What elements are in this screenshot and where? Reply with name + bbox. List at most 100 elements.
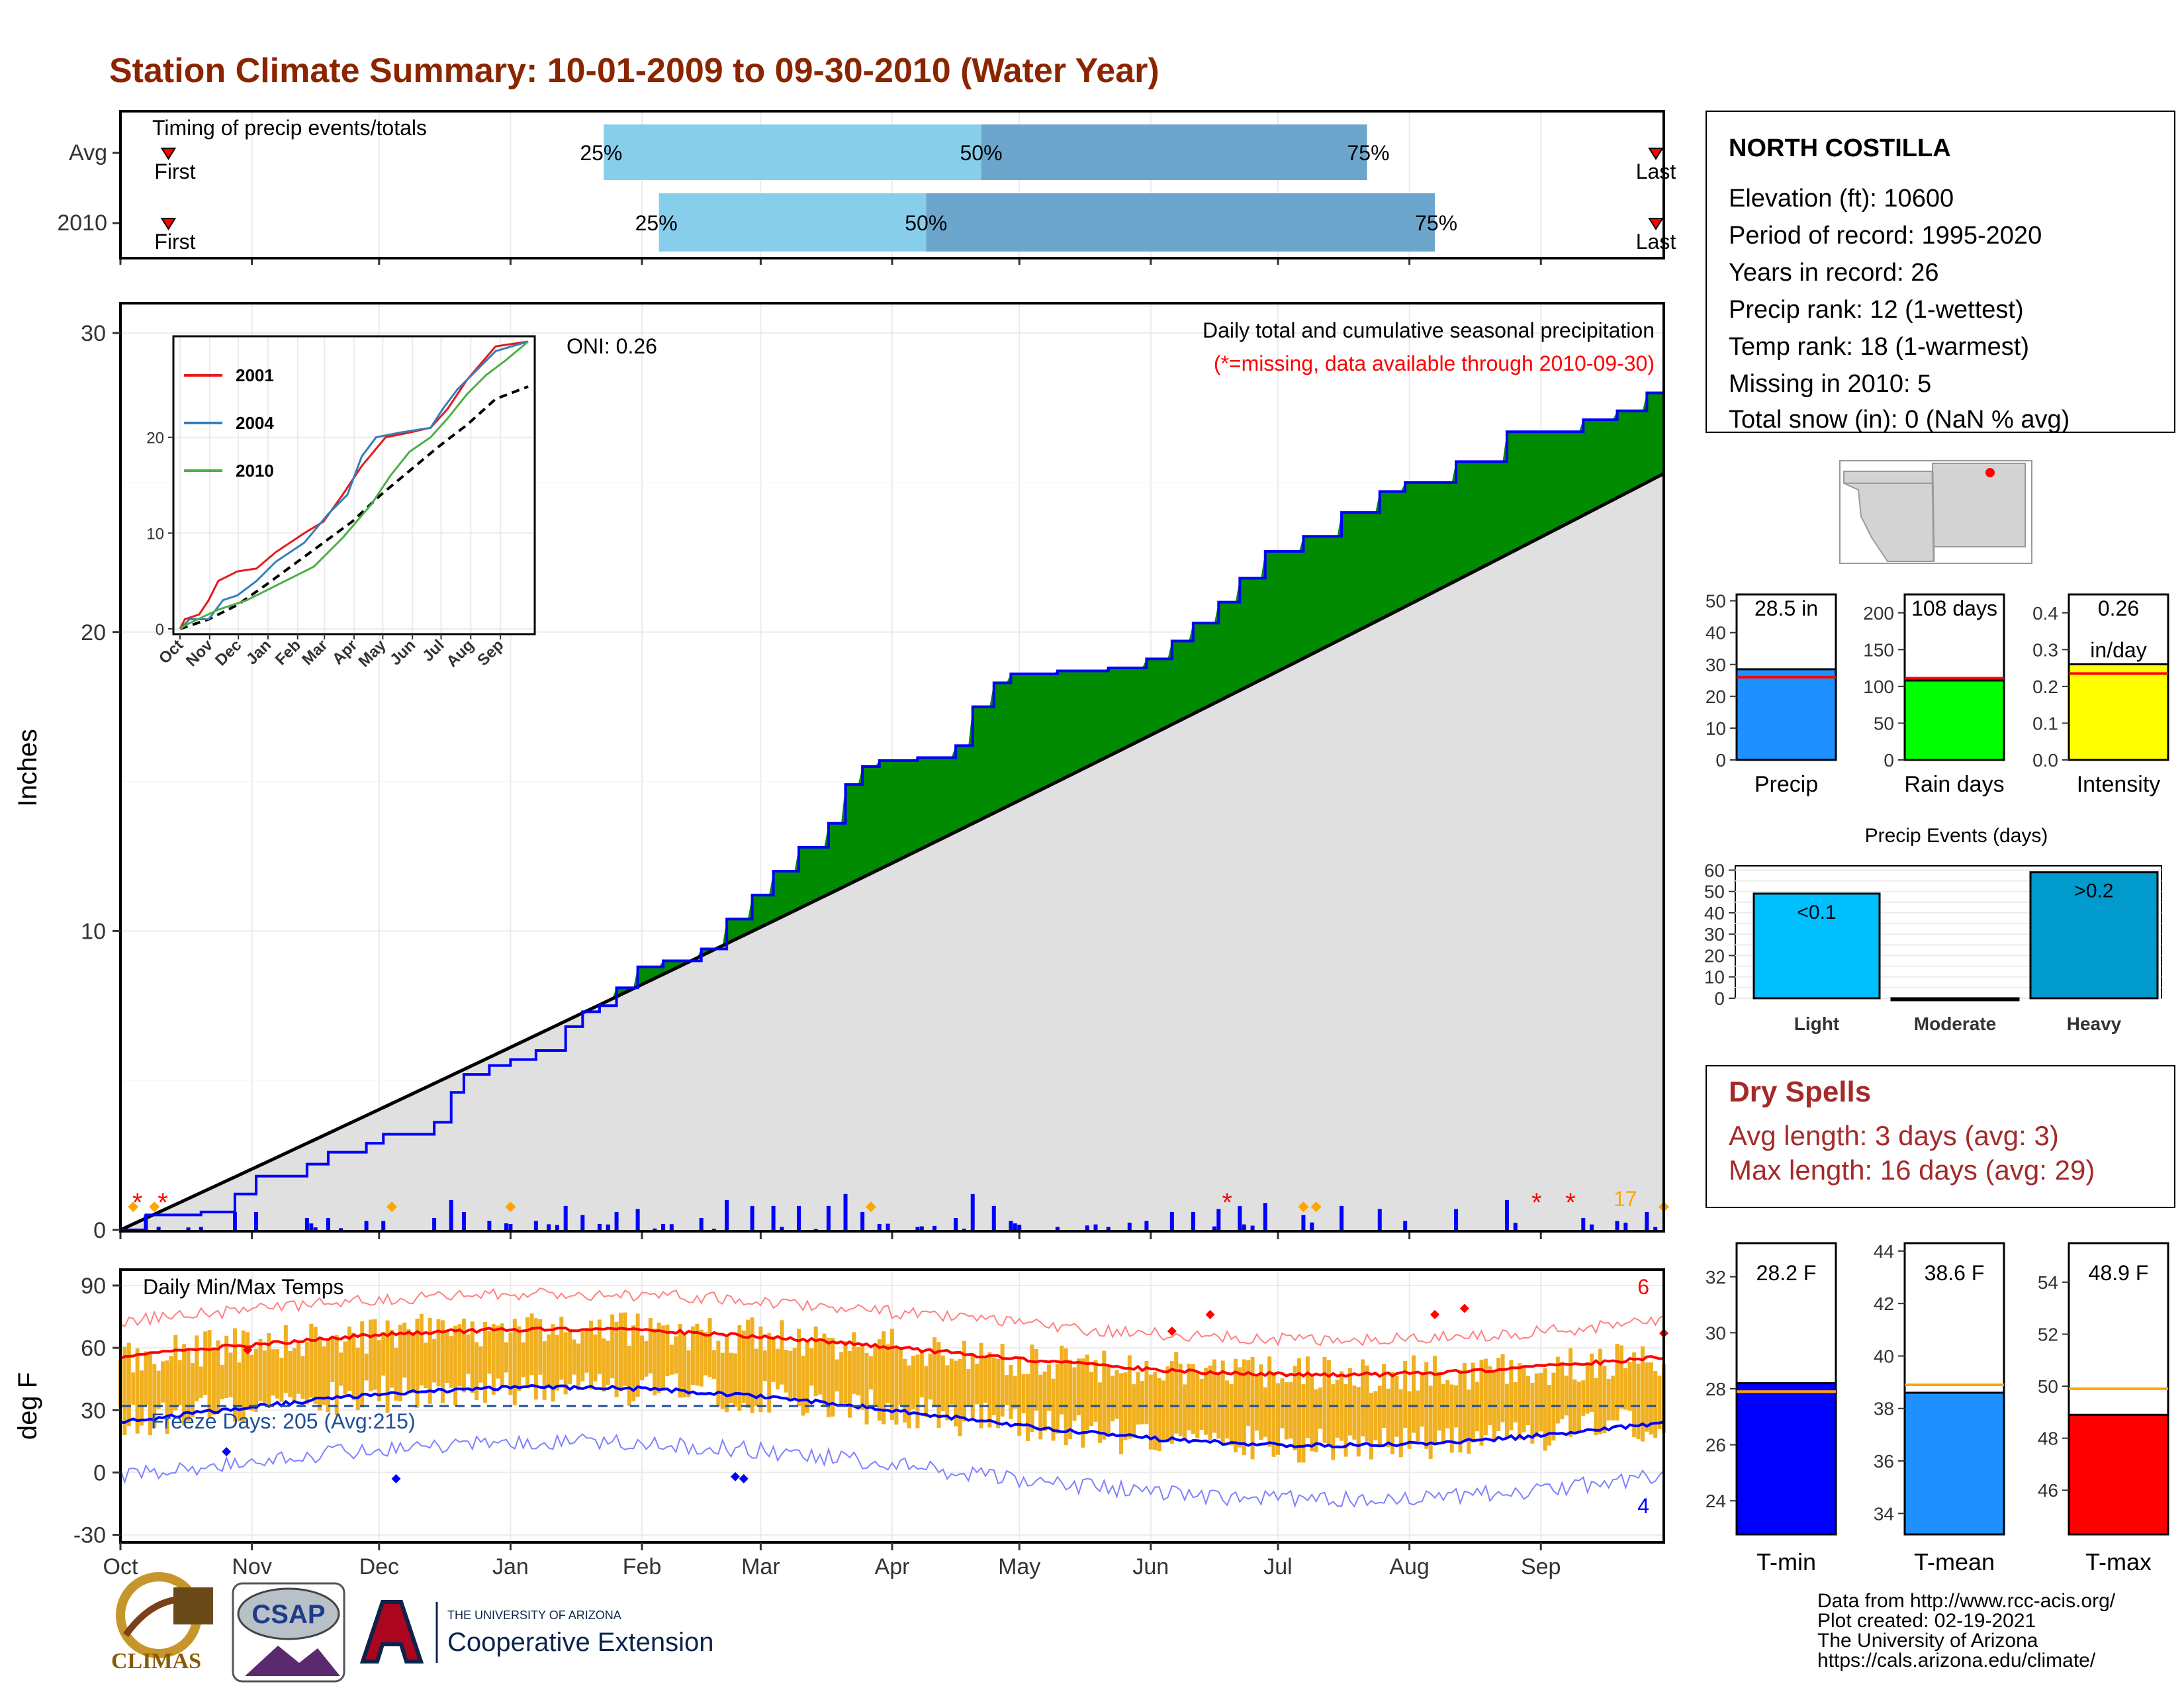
events-title: Precip Events (days): [1865, 825, 2048, 847]
temp-daily-bar: [1081, 1358, 1085, 1448]
temp-daily-bar: [1555, 1356, 1560, 1424]
temp-daily-bar: [631, 1325, 636, 1401]
temp-daily-bar: [686, 1350, 691, 1397]
temp-daily-bar: [1284, 1382, 1289, 1440]
temp-daily-bar: [835, 1359, 839, 1391]
temp-daily-bar: [1331, 1384, 1336, 1460]
temp-daily-bar: [1458, 1370, 1463, 1453]
temp-summary-ytick-label: 42: [1874, 1293, 1894, 1314]
temp-daily-bar: [1361, 1359, 1365, 1436]
month-label: Mar: [741, 1554, 780, 1579]
last-event-marker: [1648, 148, 1664, 160]
summary-bar-value-label: 0.26: [2098, 596, 2139, 620]
temp-daily-bar: [517, 1326, 522, 1391]
last-event-label: Last: [1636, 230, 1676, 254]
temp-daily-bar: [1246, 1360, 1251, 1427]
temp-daily-bar: [940, 1355, 945, 1412]
legend-label-2001: 2001: [236, 365, 274, 385]
summary-bar-label: Precip: [1754, 772, 1818, 797]
temp-daily-bar: [1619, 1345, 1623, 1409]
temp-daily-bar: [1340, 1371, 1344, 1441]
temp-daily-bar: [725, 1336, 729, 1413]
temp-daily-bar: [156, 1370, 161, 1409]
precip-daily-bar: [1340, 1205, 1344, 1230]
temp-daily-bar: [267, 1333, 271, 1405]
temp-daily-bar: [563, 1332, 568, 1395]
summary-bar-label: Intensity: [2077, 772, 2161, 797]
temp-daily-bar: [190, 1362, 195, 1418]
temp-daily-bar: [398, 1325, 402, 1401]
temp-daily-bar: [1335, 1380, 1340, 1438]
temp-daily-bar: [1161, 1380, 1166, 1440]
temp-daily-bar: [839, 1352, 844, 1404]
ua-block-a-icon: [359, 1600, 424, 1664]
temp-summary-ytick-label: 50: [2038, 1376, 2058, 1397]
temp-daily-bar: [890, 1329, 894, 1421]
temp-daily-bar: [440, 1320, 445, 1403]
temp-daily-bar: [1140, 1381, 1144, 1425]
temp-daily-bar: [512, 1319, 517, 1405]
temp-daily-bar: [1195, 1373, 1200, 1438]
temp-daily-bar: [911, 1355, 916, 1409]
inset-line-2004: [179, 340, 529, 630]
precip-daily-bar: [661, 1223, 666, 1230]
temp-summary-value-label: 48.9 F: [2089, 1261, 2149, 1285]
precip-daily-bar: [563, 1205, 568, 1230]
temp-daily-bar: [1204, 1368, 1208, 1435]
temp-daily-bar: [750, 1317, 754, 1413]
temp-daily-bar: [1365, 1365, 1369, 1442]
temp-daily-bar: [216, 1340, 220, 1413]
temp-daily-bar: [126, 1342, 131, 1427]
csap-wordmark: CSAP: [251, 1600, 325, 1629]
temp-daily-bar: [987, 1352, 992, 1428]
precip-events-chart: Precip Events (days) <0.1 Light Moderate >0…: [1704, 825, 2162, 1034]
timing-q25-label: 25%: [580, 141, 622, 165]
temp-daily-bar: [1420, 1372, 1424, 1427]
temp-daily-bar: [597, 1319, 602, 1374]
temp-daily-bar: [856, 1346, 860, 1395]
temp-daily-bar: [334, 1335, 339, 1415]
temp-daily-bar: [1000, 1344, 1005, 1417]
temp-daily-bar: [432, 1338, 437, 1383]
events-bar-light: [1752, 892, 1881, 1000]
last-event-marker: [1648, 218, 1664, 230]
temp-daily-bar: [415, 1319, 420, 1408]
first-event-marker: [160, 148, 177, 160]
temp-daily-bar: [1289, 1382, 1293, 1439]
temp-daily-bar: [1169, 1361, 1174, 1444]
temp-daily-bar: [614, 1321, 619, 1397]
temp-daily-bar: [296, 1341, 301, 1394]
temp-daily-bar: [521, 1342, 525, 1378]
footer-line: Plot created: 02-19-2021: [1817, 1610, 2036, 1632]
precip-daily-bar: [144, 1215, 148, 1230]
temp-daily-bar: [958, 1358, 962, 1436]
temp-daily-bar: [792, 1348, 797, 1397]
temp-daily-bar: [1653, 1371, 1658, 1438]
temp-daily-bar: [1513, 1382, 1518, 1423]
temp-daily-bar: [809, 1348, 814, 1386]
precip-daily-bar: [1590, 1224, 1594, 1230]
temp-daily-bar: [627, 1345, 631, 1406]
temp-daily-bar: [1386, 1388, 1390, 1448]
temp-daily-bar: [402, 1323, 407, 1378]
temp-daily-bar: [288, 1350, 293, 1397]
precip-daily-bar: [461, 1211, 466, 1230]
station-line: Missing in 2010: 5: [1729, 370, 1931, 398]
precip-daily-bar: [1106, 1227, 1111, 1230]
temp-daily-bar: [1602, 1366, 1607, 1434]
precip-ytick-label: 0: [93, 1218, 106, 1243]
precip-ytick-label: 30: [81, 321, 106, 346]
temp-daily-bar: [852, 1332, 856, 1394]
temp-daily-bar: [496, 1325, 500, 1379]
temp-daily-bar: [1021, 1374, 1026, 1414]
temp-daily-bar: [482, 1322, 487, 1403]
precip-markers: * * * * *: [128, 1188, 1669, 1217]
inset-month-label: Apr: [329, 636, 361, 668]
temp-daily-bar: [568, 1331, 572, 1385]
temp-daily-bar: [788, 1350, 793, 1401]
legend-label-2004: 2004: [236, 413, 274, 433]
temp-daily-bar: [330, 1338, 335, 1382]
precip-daily-bar: [1403, 1221, 1408, 1230]
temp-daily-bar: [1148, 1374, 1153, 1450]
temp-daily-bar: [945, 1365, 950, 1421]
